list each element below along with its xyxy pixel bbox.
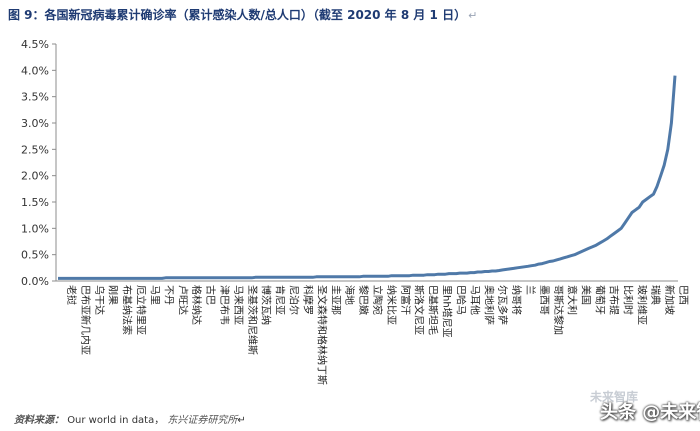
x-tick-label: 巴布亚新几内亚 <box>79 285 92 355</box>
y-tick-label: 3.0% <box>21 117 49 130</box>
y-tick-label: 4.5% <box>21 38 49 51</box>
x-tick-label: 格林纳达 <box>190 285 203 325</box>
x-tick-label: 尼泊尔 <box>288 285 301 315</box>
x-tick-label: 肯尼亚 <box>274 285 287 315</box>
x-tick-label: 海地 <box>343 285 356 305</box>
x-tick-label: 圭亚那 <box>329 285 342 315</box>
y-tick-label: 0.5% <box>21 249 49 262</box>
x-tick-label: 美国 <box>580 285 593 305</box>
x-tick-label: 马来西亚 <box>232 285 244 325</box>
x-tick-label: 卢旺达 <box>176 285 189 315</box>
x-tick-label: 博茨瓦纳 <box>260 285 273 325</box>
y-tick-label: 1.5% <box>21 196 49 209</box>
y-tick-label: 2.0% <box>21 170 49 183</box>
x-tick-label: 兰 <box>524 285 537 295</box>
x-tick-label: 古巴 <box>204 285 217 305</box>
watermark-faint: 未来智库 <box>590 390 639 404</box>
y-tick-label: 3.5% <box>21 91 49 104</box>
x-tick-label: 墨西哥 <box>538 285 550 315</box>
x-tick-label: 厄立特里亚 <box>135 285 148 335</box>
x-tick-label: 科摩罗 <box>301 285 314 315</box>
y-tick-label: 4.0% <box>21 64 49 77</box>
title-text: 图 9：各国新冠病毒累计确诊率（累计感染人数/总人口）（截至 2020 年 8 … <box>8 8 467 22</box>
x-tick-label: 新加坡 <box>663 285 676 315</box>
x-tick-label: 圣文森特和格林纳丁斯 <box>315 285 328 385</box>
chart-area: 0.0% 0.5% 1.0% 1.5% 2.0% 2.5% 3.0% 3.5% 4.0% 4.5%… <box>21 38 689 385</box>
x-tick-label: 玻利维亚 <box>635 285 648 325</box>
x-tick-label: 巴西 <box>677 285 689 305</box>
x-tick-label: 吉布提 <box>607 285 619 315</box>
x-tick-label: 不丹 <box>162 285 174 305</box>
x-tick-label: 老挝 <box>65 285 78 305</box>
x-tick-label: 乌干达 <box>93 285 106 315</box>
source-text: Our world in data， <box>67 415 165 426</box>
x-tick-label: 纳哥将 <box>510 285 523 315</box>
y-tick-label: 1.0% <box>21 222 49 235</box>
x-tick-label: 意大利 <box>566 285 579 315</box>
x-tick-label: 马里 <box>148 285 160 305</box>
x-tick-label: 黎巴嫩 <box>357 285 370 315</box>
source-org: 东兴证券研究所 <box>167 415 238 426</box>
x-tick-label: 瑞典 <box>649 285 662 305</box>
x-tick-label: 刚果 <box>107 285 119 305</box>
x-tick-label: 葡萄牙 <box>594 285 607 315</box>
x-tick-label: 布基纳法索 <box>121 285 134 335</box>
x-tick-label: 纳米比亚 <box>385 285 398 325</box>
x-tick-label: 巴哈马 <box>454 285 467 315</box>
x-tick-label: 奥地利萨 <box>482 285 495 325</box>
y-tick-label: 2.5% <box>21 143 49 156</box>
paragraph-mark: ↵ <box>468 9 478 22</box>
watermark-main: 头条 @未来智库 <box>600 402 700 423</box>
x-tick-label: 巴基斯坦毛 <box>427 285 440 335</box>
x-tick-label: 比利时 <box>621 285 633 315</box>
series-line <box>58 75 677 280</box>
chart-title: 图 9：各国新冠病毒累计确诊率（累计感染人数/总人口）（截至 2020 年 8 … <box>8 6 477 23</box>
x-tick-label: 津巴布韦 <box>218 285 230 325</box>
source-paragraph-mark: ↵ <box>237 415 246 426</box>
x-tick-label: 阿富汗 <box>399 285 412 315</box>
x-tick-label: 尔瓦多萨 <box>496 285 509 325</box>
y-tick-label: 0.0% <box>21 275 49 288</box>
x-tick-label: 圣基茨和尼维斯 <box>246 285 259 355</box>
x-tick-label: 马耳他 <box>468 285 481 315</box>
source-label: 资料来源： <box>14 415 64 426</box>
x-tick-label: 里hh塔尼亚 <box>441 285 454 338</box>
x-tick-label: 立陶宛 <box>371 285 384 315</box>
source-note: 资料来源： Our world in data， 东兴证券研究所↵ <box>14 411 246 426</box>
x-tick-label: 哥斯达黎加 <box>552 285 565 335</box>
x-tick-label: 斯洛文尼亚 <box>413 285 426 335</box>
